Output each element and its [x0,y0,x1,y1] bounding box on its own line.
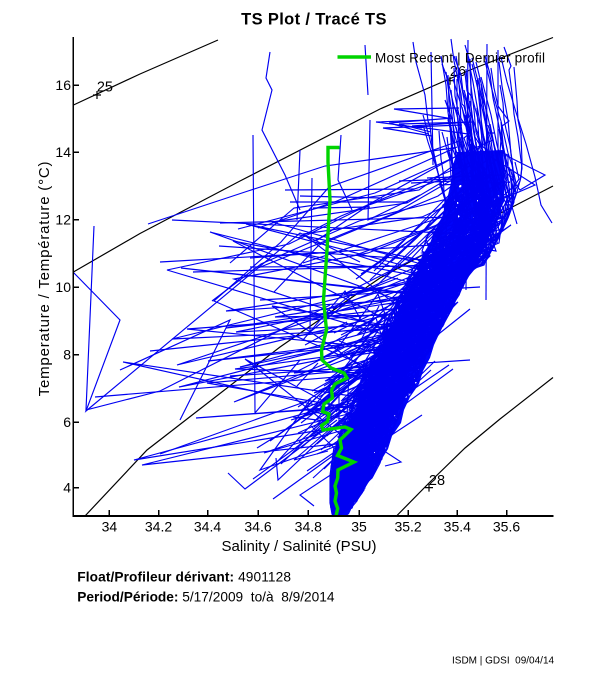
svg-text:Most Recent | Dernier profil: Most Recent | Dernier profil [375,50,545,65]
svg-text:34.6: 34.6 [244,519,271,535]
svg-text:Float/Profileur dérivant: 4901: Float/Profileur dérivant: 4901128 [77,570,291,585]
svg-text:28: 28 [429,473,445,489]
svg-text:Period/Période: 5/17/2009 to/: Period/Période: 5/17/2009 to/à 8/9/2014 [77,590,335,605]
svg-text:34: 34 [102,519,118,535]
svg-text:4: 4 [63,480,71,496]
svg-text:34.4: 34.4 [194,519,221,535]
svg-text:35: 35 [351,519,367,535]
svg-text:14: 14 [55,144,71,160]
svg-text:10: 10 [55,279,71,295]
svg-text:12: 12 [55,212,71,228]
svg-text:8: 8 [63,347,71,363]
svg-text:TS Plot / Tracé TS: TS Plot / Tracé TS [241,11,387,29]
svg-text:25: 25 [97,80,113,96]
svg-text:35.4: 35.4 [444,519,471,535]
svg-text:35.6: 35.6 [493,519,520,535]
svg-text:34.8: 34.8 [295,519,322,535]
svg-text:35.2: 35.2 [394,519,421,535]
svg-text:16: 16 [55,77,71,93]
svg-text:Salinity / Salinité (PSU): Salinity / Salinité (PSU) [221,538,376,555]
svg-text:Temperature / Température (°C): Temperature / Température (°C) [36,161,53,397]
svg-text:34.2: 34.2 [145,519,172,535]
svg-text:ISDM | GDSI 09/04/14: ISDM | GDSI 09/04/14 [452,655,555,666]
svg-text:6: 6 [63,414,71,430]
